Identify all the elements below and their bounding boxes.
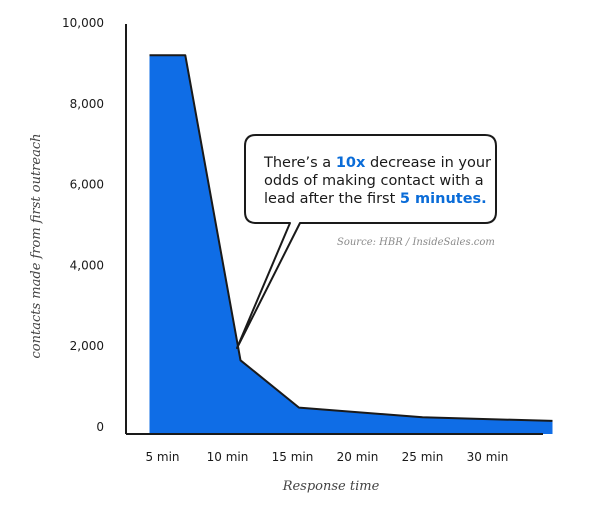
callout-part-3: decrease in your [365, 155, 491, 171]
callout-line-2: odds of making contact with a [264, 173, 484, 189]
callout-part-1: There’s a [263, 155, 336, 171]
area-fill [149, 55, 553, 435]
callout-highlight-5-minutes: 5 minutes. [400, 191, 487, 207]
callout-bubble [236, 134, 497, 349]
area-layer [149, 54, 553, 435]
area-outline [149, 54, 553, 422]
y-tick-label-3: 6,000 [70, 178, 104, 192]
y-tick-label-2: 4,000 [70, 258, 104, 272]
x-tick-label-1: 10 min [207, 450, 249, 464]
callout: There’s a 10x decrease in your odds of m… [236, 134, 497, 349]
callout-part-5: lead after the first [264, 191, 400, 207]
axes [125, 24, 543, 435]
x-tick-label-3: 20 min [337, 450, 379, 464]
x-tick-label-4: 25 min [402, 450, 444, 464]
y-tick-label-1: 2,000 [70, 339, 104, 353]
y-tick-labels: 0 2,000 4,000 6,000 8,000 10,000 [62, 16, 104, 434]
x-tick-label-5: 30 min [467, 450, 509, 464]
x-axis-title: Response time [282, 479, 380, 494]
y-tick-label-5: 10,000 [62, 16, 104, 30]
source-note: Source: HBR / InsideSales.com [337, 237, 495, 248]
callout-line-1: There’s a 10x decrease in your [263, 155, 496, 171]
y-tick-label-4: 8,000 [70, 97, 104, 111]
callout-highlight-10x: 10x [336, 155, 366, 171]
callout-text: There’s a 10x decrease in your odds of m… [263, 155, 496, 207]
callout-line-3: lead after the first 5 minutes. [264, 191, 487, 207]
x-tick-label-0: 5 min [145, 450, 179, 464]
y-axis-title: contacts made from first outreach [29, 134, 44, 359]
x-tick-label-2: 15 min [272, 450, 314, 464]
x-tick-labels: 5 min 10 min 15 min 20 min 25 min 30 min [145, 450, 508, 464]
y-tick-label-0: 0 [96, 420, 104, 434]
